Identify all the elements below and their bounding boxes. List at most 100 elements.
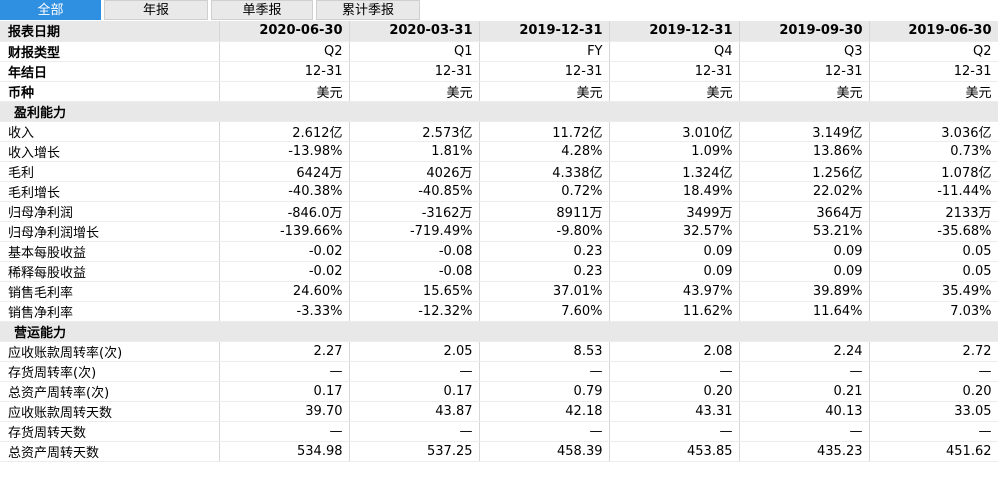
row-label: 收入增长 — [0, 141, 220, 162]
row-label: 基本每股收益 — [0, 241, 220, 262]
row-label: 收入 — [0, 121, 220, 142]
row-value: 534.98 — [219, 441, 350, 462]
row-value: -3.33% — [219, 301, 350, 322]
row-value: -35.68% — [869, 221, 998, 242]
row-value: — — [349, 361, 480, 382]
row-value: 1.256亿 — [739, 161, 870, 182]
row-value: 43.31 — [609, 401, 740, 422]
row-value: 0.73% — [869, 141, 998, 162]
row-value: 0.05 — [869, 261, 998, 282]
row-value: 18.49% — [609, 181, 740, 202]
row-value: 0.09 — [609, 241, 740, 262]
row-value: -719.49% — [349, 221, 480, 242]
row-value: 3499万 — [609, 201, 740, 222]
row-label: 应收账款周转率(次) — [0, 341, 220, 362]
row-value: 7.03% — [869, 301, 998, 322]
row-value: 0.23 — [479, 261, 610, 282]
tab-all[interactable]: 全部 — [0, 0, 101, 20]
row-value: 43.87 — [349, 401, 480, 422]
row-value: Q2 — [219, 41, 350, 62]
row-value: — — [739, 361, 870, 382]
row-value: 35.49% — [869, 281, 998, 302]
info-row: 财报类型 Q2 Q1 FY Q4 Q3 Q2 — [0, 41, 998, 62]
row-value: 3.149亿 — [739, 121, 870, 142]
row-value: — — [739, 421, 870, 442]
row-value: 6424万 — [219, 161, 350, 182]
row-label: 归母净利润增长 — [0, 221, 220, 242]
row-value: -139.66% — [219, 221, 350, 242]
row-value: 11.64% — [739, 301, 870, 322]
row-value: 537.25 — [349, 441, 480, 462]
row-value: — — [869, 421, 998, 442]
row-label: 销售毛利率 — [0, 281, 220, 302]
tab-cumulative-quarter[interactable]: 累计季报 — [316, 0, 420, 20]
tab-annual[interactable]: 年报 — [104, 0, 208, 20]
row-label: 存货周转率(次) — [0, 361, 220, 382]
table-row: 应收账款周转率(次) 2.27 2.05 8.53 2.08 2.24 2.72 — [0, 341, 998, 362]
row-label: 总资产周转天数 — [0, 441, 220, 462]
row-value: 3.036亿 — [869, 121, 998, 142]
table-row: 应收账款周转天数 39.70 43.87 42.18 43.31 40.13 33.05 — [0, 401, 998, 422]
row-value: 435.23 — [739, 441, 870, 462]
table-row: 归母净利润 -846.0万 -3162万 8911万 3499万 3664万 2133万 — [0, 201, 998, 222]
section-title: 盈利能力 — [0, 101, 998, 122]
row-value: — — [609, 421, 740, 442]
row-value: 2.05 — [349, 341, 480, 362]
row-value: Q3 — [739, 41, 870, 62]
row-label: 存货周转天数 — [0, 421, 220, 442]
row-value: 39.89% — [739, 281, 870, 302]
row-value: — — [219, 361, 350, 382]
row-value: — — [609, 361, 740, 382]
header-date: 2020-03-31 — [349, 21, 480, 42]
row-value: -40.38% — [219, 181, 350, 202]
row-value: 1.078亿 — [869, 161, 998, 182]
row-value: 0.09 — [609, 261, 740, 282]
row-label: 总资产周转率(次) — [0, 381, 220, 402]
row-value: -13.98% — [219, 141, 350, 162]
row-label: 销售净利率 — [0, 301, 220, 322]
row-value: 0.20 — [609, 381, 740, 402]
row-value: 0.21 — [739, 381, 870, 402]
row-value: 1.09% — [609, 141, 740, 162]
row-value: 0.20 — [869, 381, 998, 402]
row-value: 22.02% — [739, 181, 870, 202]
row-value: 12-31 — [219, 61, 350, 82]
row-value: 0.09 — [739, 241, 870, 262]
row-label: 应收账款周转天数 — [0, 401, 220, 422]
table-row: 存货周转天数 — — — — — — — [0, 421, 998, 442]
row-value: -0.02 — [219, 241, 350, 262]
row-value: 美元 — [479, 81, 610, 102]
row-value: Q2 — [869, 41, 998, 62]
row-value: 2.27 — [219, 341, 350, 362]
header-date: 2019-12-31 — [609, 21, 740, 42]
row-value: 12-31 — [479, 61, 610, 82]
row-value: 2.573亿 — [349, 121, 480, 142]
row-value: 2.08 — [609, 341, 740, 362]
row-label: 归母净利润 — [0, 201, 220, 222]
row-value: -11.44% — [869, 181, 998, 202]
row-value: — — [869, 361, 998, 382]
row-value: — — [479, 421, 610, 442]
row-value: FY — [479, 41, 610, 62]
row-value: -0.02 — [219, 261, 350, 282]
info-row: 年结日 12-31 12-31 12-31 12-31 12-31 12-31 — [0, 61, 998, 82]
row-value: 7.60% — [479, 301, 610, 322]
tab-single-quarter[interactable]: 单季报 — [211, 0, 313, 20]
table-row: 稀释每股收益 -0.02 -0.08 0.23 0.09 0.09 0.05 — [0, 261, 998, 282]
header-date: 2019-12-31 — [479, 21, 610, 42]
row-value: 1.81% — [349, 141, 480, 162]
row-value: 4.338亿 — [479, 161, 610, 182]
header-date: 2019-06-30 — [869, 21, 998, 42]
section-header-row: 营运能力 — [0, 321, 998, 342]
row-value: 0.17 — [349, 381, 480, 402]
row-value: -0.08 — [349, 241, 480, 262]
table-row: 收入增长 -13.98% 1.81% 4.28% 1.09% 13.86% 0.73% — [0, 141, 998, 162]
table-header-row: 报表日期 2020-06-30 2020-03-31 2019-12-31 2019-1… — [0, 21, 998, 42]
report-tabs: 全部 年报 单季报 累计季报 — [0, 0, 998, 21]
info-row: 币种 美元 美元 美元 美元 美元 美元 — [0, 81, 998, 102]
row-value: -9.80% — [479, 221, 610, 242]
row-value: 451.62 — [869, 441, 998, 462]
row-value: 37.01% — [479, 281, 610, 302]
row-value: 2.24 — [739, 341, 870, 362]
table-row: 存货周转率(次) — — — — — — — [0, 361, 998, 382]
